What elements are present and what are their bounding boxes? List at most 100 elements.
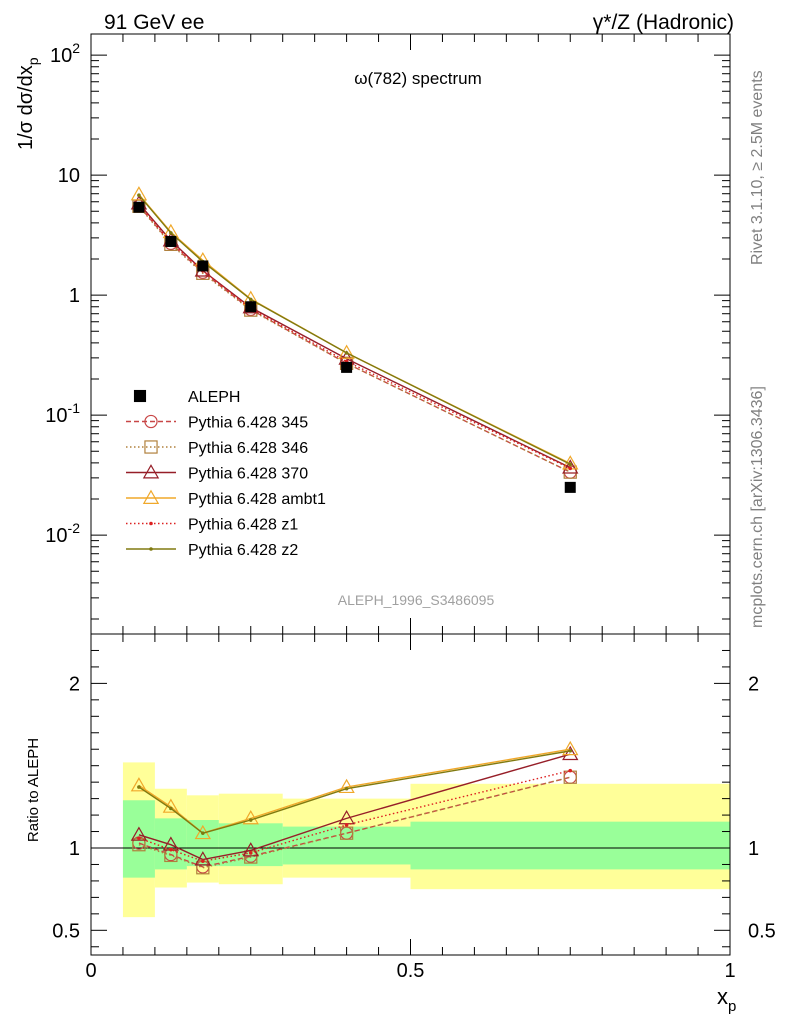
main-y-tick-label-exp: -2 [68, 520, 81, 536]
legend-marker [144, 440, 158, 454]
ratio-series-3 [130, 740, 579, 840]
ratio-y-tick-label-left: 0.5 [52, 920, 80, 942]
legend-marker [142, 464, 160, 479]
data-series [133, 201, 576, 493]
ratio-series-point [130, 826, 148, 841]
legend-entry: Pythia 6.428 z2 [126, 542, 298, 559]
series-point [568, 466, 573, 471]
legend-marker [142, 489, 160, 504]
ratio-series-point [344, 823, 349, 827]
x-label-text: xp [717, 984, 736, 1015]
series-point [338, 344, 355, 359]
ratio-series-line [138, 748, 571, 834]
legend-label: Pythia 6.428 370 [188, 466, 308, 483]
legend-entry: Pythia 6.428 z1 [126, 517, 298, 534]
series-point [562, 459, 579, 474]
legend-label: Pythia 6.428 z2 [188, 542, 298, 559]
legend: ALEPH Pythia 6.428 345 Pythia 6.428 346 Pyt… [126, 389, 326, 559]
x-axis-label: xp [717, 984, 736, 1015]
data-point [341, 361, 353, 373]
series-point [130, 186, 148, 201]
series-0 [132, 199, 577, 479]
ratio-series-point [242, 810, 259, 825]
mcplots-label: mcplots.cern.ch [arXiv:1306.3436] [749, 386, 766, 628]
green-band [410, 821, 730, 870]
legend-marker [144, 414, 158, 429]
main-y-label-base: 1/σ dσ/dx [15, 65, 37, 150]
ratio-series-point [562, 740, 579, 756]
x-tick-label: 0.5 [397, 960, 425, 982]
main-y-tick-label: 10-1 [45, 400, 80, 427]
ratio-series-line [138, 753, 571, 861]
legend-marker [149, 547, 153, 551]
ratio-series-point [248, 851, 253, 855]
legend-label: Pythia 6.428 345 [188, 415, 308, 432]
main-y-axis-label: 1/σ dσ/dxp [15, 57, 41, 150]
x-tick-label: 0 [85, 960, 96, 982]
green-band [218, 823, 283, 867]
legend-marker [133, 389, 147, 403]
x-tick-label: 1 [724, 960, 735, 982]
ratio-series-point [339, 826, 354, 840]
ratio-series-4 [137, 768, 573, 863]
watermark: ALEPH_1996_S3486095 [338, 592, 495, 608]
ratio-series-point [201, 831, 205, 835]
data-point [564, 481, 576, 493]
series-point [568, 462, 573, 467]
ratio-series-point [344, 786, 349, 791]
main-y-label-text: 1/σ dσ/dxp [15, 57, 41, 150]
main-y-tick-label: 102 [50, 40, 80, 67]
ratio-series-line [138, 776, 571, 869]
series-point [248, 297, 253, 302]
ratio-series-point [562, 745, 579, 761]
ratio-series-point [137, 836, 141, 840]
main-y-tick-label-base: 10 [45, 405, 67, 427]
series-line [138, 194, 571, 465]
ratio-series-point [568, 768, 573, 773]
legend-entry: Pythia 6.428 370 [126, 464, 308, 483]
series-point [169, 231, 173, 235]
data-point [197, 260, 209, 272]
header-left: 91 GeV ee [104, 11, 204, 34]
main-y-tick-label-base: 1 [69, 285, 80, 307]
series-point [137, 193, 141, 198]
legend-label: Pythia 6.428 z1 [188, 517, 298, 534]
legend-label: Pythia 6.428 ambt1 [188, 491, 326, 508]
ratio-plot: 0.5 0.51 12 20 0.5 1 [52, 633, 776, 982]
ratio-y-tick-label-right: 0.5 [748, 920, 776, 942]
ratio-series-point [563, 770, 577, 784]
ratio-series-line [138, 750, 571, 834]
ratio-series-point [242, 842, 259, 857]
main-y-tick-label: 1 [69, 285, 80, 307]
main-frame [90, 33, 731, 635]
ratio-series-point [248, 818, 253, 822]
ratio-series-point [201, 859, 205, 863]
ratio-series-point [169, 847, 173, 852]
data-point [133, 201, 145, 213]
header-right: γ*/Z (Hadronic) [593, 11, 734, 34]
series-point [344, 351, 349, 355]
green-band [186, 820, 219, 867]
ratio-series-point [137, 785, 141, 789]
x-label-base: x [717, 984, 728, 1009]
main-y-tick-label-base: 10 [50, 45, 72, 67]
ratio-series-point [338, 778, 355, 794]
main-y-tick-label: 10-2 [45, 520, 80, 547]
data-point [165, 235, 177, 247]
x-label-sub: p [728, 998, 736, 1015]
ratio-y-axis-label: Ratio to ALEPH [25, 738, 42, 842]
green-band [282, 826, 411, 865]
data-point [245, 301, 257, 313]
ratio-y-tick-label-right: 2 [748, 673, 759, 695]
ratio-series-5 [137, 749, 573, 835]
legend-entry: Pythia 6.428 345 [126, 415, 308, 432]
main-y-tick-label-base: 10 [58, 165, 80, 187]
main-y-tick-label-exp: 2 [72, 40, 80, 56]
ratio-series-point [194, 851, 212, 866]
legend-label: ALEPH [188, 389, 240, 406]
ratio-y-tick-label-right: 1 [748, 838, 759, 860]
ratio-series-2 [130, 745, 579, 866]
ratio-y-tick-label-left: 1 [69, 838, 80, 860]
